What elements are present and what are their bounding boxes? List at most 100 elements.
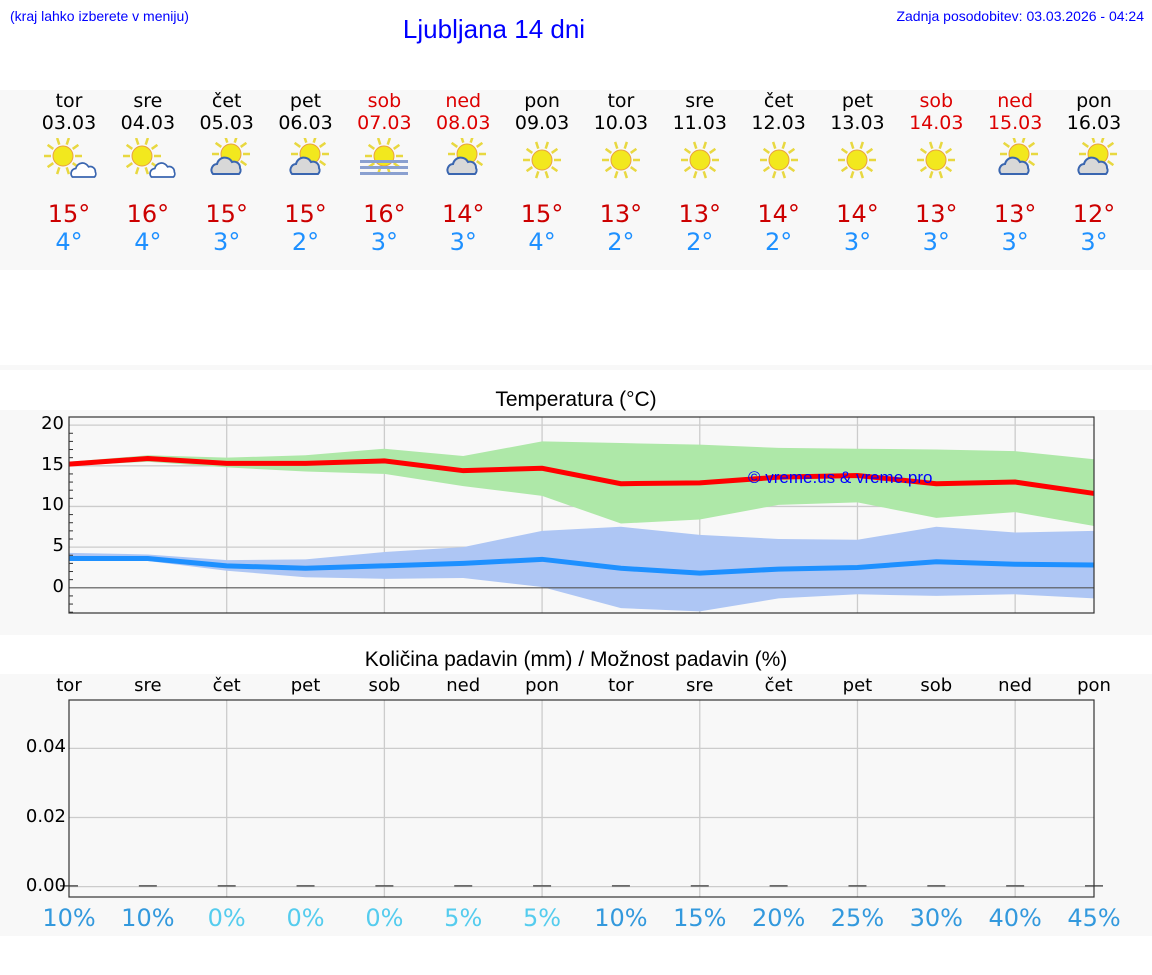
day-forecast: sre 04.03 16° 4° <box>108 90 188 256</box>
y-tick-label: 10 <box>41 494 64 516</box>
day-date: 14.03 <box>909 112 964 134</box>
max-temperature: 13° <box>678 200 722 228</box>
day-forecast: pon 16.03 12° 3° <box>1054 90 1134 256</box>
day-date: 08.03 <box>436 112 491 134</box>
day-name: sre <box>133 90 163 112</box>
x-day-label: čet <box>764 675 793 696</box>
max-temperature: 13° <box>915 200 958 228</box>
day-forecast: čet 05.03 15° 3° <box>187 90 267 256</box>
precipitation-probability: 0% <box>365 904 404 932</box>
precipitation-probability: 10% <box>121 904 175 932</box>
sun-small-cloud-icon <box>44 138 97 178</box>
precipitation-probability: 45% <box>1067 904 1121 932</box>
sun-icon <box>838 141 877 179</box>
day-name: sob <box>367 90 402 112</box>
min-temperature: 3° <box>449 228 477 256</box>
y-tick-label: 5 <box>52 535 64 557</box>
day-name: pon <box>1076 90 1112 112</box>
sun-icon <box>601 141 640 179</box>
min-temperature: 4° <box>528 228 556 256</box>
sun-icon <box>680 141 719 179</box>
day-forecast: pet 06.03 15° 2° <box>266 90 346 256</box>
max-temperature: 15° <box>520 200 564 228</box>
max-temperature: 14° <box>836 200 879 228</box>
day-forecast: ned 08.03 14° 3° <box>423 90 503 256</box>
day-name: čet <box>211 90 242 112</box>
day-forecast: sre 11.03 13° 2° <box>660 90 740 256</box>
day-date: 04.03 <box>120 112 176 134</box>
precipitation-probability: 5% <box>523 904 562 932</box>
day-name: pon <box>524 90 560 112</box>
x-day-label: sob <box>368 675 401 696</box>
max-temperature: 15° <box>205 200 248 228</box>
day-forecast: tor 10.03 13° 2° <box>581 90 661 256</box>
day-name: tor <box>55 90 83 112</box>
y-tick-label: 0 <box>52 575 64 597</box>
watermark: © vreme.us & vreme.pro <box>748 468 933 487</box>
day-date: 13.03 <box>830 112 885 134</box>
min-temperature: 3° <box>1080 228 1108 256</box>
x-day-label: čet <box>212 675 241 696</box>
location-hint: (kraj lahko izberete v meniju) <box>10 8 189 24</box>
day-date: 15.03 <box>987 112 1043 134</box>
cloud-sun-icon <box>1077 138 1117 175</box>
day-name: ned <box>997 90 1034 112</box>
precipitation-panel <box>0 674 1152 936</box>
x-day-label: tor <box>56 675 82 696</box>
day-date: 09.03 <box>514 112 570 134</box>
day-forecast: sob 14.03 13° 3° <box>896 90 976 256</box>
day-forecast: sob 07.03 16° 3° <box>344 90 424 256</box>
y-tick-label: 15 <box>41 453 64 475</box>
min-temperature: 2° <box>764 228 793 256</box>
y-tick-label: 0.00 <box>25 874 66 896</box>
day-date: 07.03 <box>357 112 412 134</box>
day-name: sre <box>685 90 715 112</box>
day-forecast: ned 15.03 13° 3° <box>975 90 1055 256</box>
max-temperature: 12° <box>1072 200 1116 228</box>
day-date: 03.03 <box>41 112 97 134</box>
day-name: čet <box>763 90 794 112</box>
x-day-label: ned <box>446 675 481 696</box>
x-day-label: sre <box>686 675 714 696</box>
cloud-sun-icon <box>446 138 487 175</box>
max-temperature: 15° <box>284 200 327 228</box>
min-temperature: 3° <box>1001 228 1029 256</box>
day-forecast: tor 03.03 15° 4° <box>29 90 109 256</box>
x-day-label: sob <box>920 675 953 696</box>
precipitation-probability: 0% <box>286 904 325 932</box>
max-temperature: 13° <box>599 200 643 228</box>
x-day-label: sre <box>134 675 162 696</box>
x-day-label: pet <box>290 675 321 696</box>
temperature-chart-title: Temperatura (°C) <box>495 388 657 411</box>
temperature-panel <box>0 410 1152 635</box>
x-day-label: pon <box>1077 675 1111 696</box>
day-name: pet <box>289 90 322 112</box>
y-tick-label: 0.04 <box>25 736 66 758</box>
x-day-label: pet <box>842 675 873 696</box>
min-temperature: 4° <box>55 228 83 256</box>
sun-icon <box>917 141 956 179</box>
precipitation-probability: 20% <box>751 904 806 932</box>
day-date: 12.03 <box>751 112 806 134</box>
precipitation-chart-title: Količina padavin (mm) / Možnost padavin … <box>364 648 788 671</box>
min-temperature: 3° <box>370 228 399 256</box>
min-temperature: 3° <box>213 228 241 256</box>
y-tick-label: 0.02 <box>25 805 66 827</box>
x-day-label: ned <box>998 675 1033 696</box>
page-title: Ljubljana 14 dni <box>402 14 586 44</box>
day-forecast: pon 09.03 15° 4° <box>502 90 582 256</box>
day-date: 16.03 <box>1066 112 1122 134</box>
x-day-label: tor <box>608 675 634 696</box>
divider <box>0 365 1152 370</box>
precipitation-probability: 5% <box>444 904 483 932</box>
min-temperature: 4° <box>134 228 162 256</box>
day-name: pet <box>841 90 874 112</box>
day-name: sob <box>919 90 954 112</box>
cloud-sun-icon <box>998 138 1039 175</box>
min-temperature: 3° <box>843 228 872 256</box>
precipitation-probability: 15% <box>673 904 727 932</box>
day-forecast: čet 12.03 14° 2° <box>739 90 819 256</box>
forecast-strip <box>0 90 1152 270</box>
day-date: 10.03 <box>593 112 649 134</box>
sun-small-cloud-icon <box>122 138 176 178</box>
